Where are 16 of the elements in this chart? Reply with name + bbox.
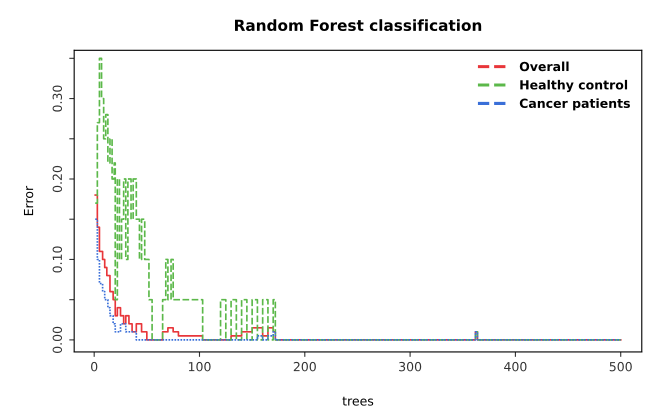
y-tick-label: 0.30 — [52, 85, 62, 112]
x-tick-label: 100 — [188, 362, 211, 372]
chart-title: Random Forest classification — [235, 19, 482, 32]
x-tick-label: 200 — [294, 362, 316, 372]
y-tick-label: 0.00 — [52, 326, 62, 353]
legend-label: Cancer patients — [520, 98, 630, 110]
legend-label: Healthy control — [520, 80, 628, 92]
legend-label: Overall — [520, 62, 569, 72]
y-axis-title: Error — [24, 186, 34, 216]
x-tick-label: 500 — [610, 362, 632, 372]
y-tick-label: 0.10 — [52, 246, 62, 273]
y-tick-label: 0.20 — [52, 166, 62, 192]
x-tick-label: 0 — [91, 362, 98, 372]
x-tick-label: 400 — [504, 362, 527, 372]
x-tick-label: 300 — [399, 362, 422, 372]
x-axis-title: trees — [342, 396, 374, 406]
